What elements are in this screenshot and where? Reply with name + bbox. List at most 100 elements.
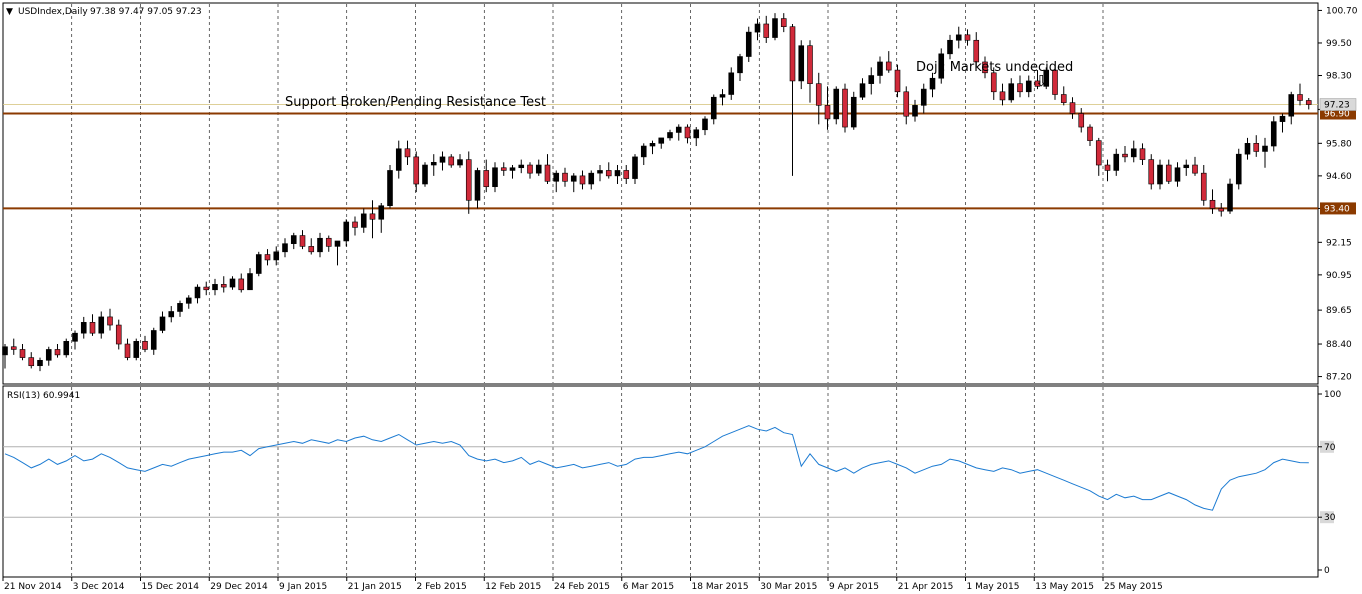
date-tick-label: 3 Dec 2014 — [73, 582, 125, 592]
candle-body — [1139, 148, 1146, 160]
support-resistance-levels — [3, 104, 1318, 210]
candle-body — [1244, 143, 1251, 155]
date-tick-label: 6 Mar 2015 — [623, 582, 674, 592]
candle-body — [649, 143, 656, 147]
candle-body — [1060, 94, 1067, 103]
date-tick-label: 29 Dec 2014 — [210, 582, 268, 592]
price-tick-label: 99.50 — [1326, 39, 1352, 49]
candle-body — [973, 39, 980, 63]
candle-body — [877, 61, 883, 76]
candle-body — [509, 167, 516, 171]
candle-body — [98, 316, 105, 334]
candle-body — [1087, 126, 1093, 141]
candle-body — [1017, 83, 1023, 93]
candle-body — [150, 330, 157, 350]
candle-body — [238, 278, 245, 291]
candle-body — [45, 349, 52, 361]
candle-body — [1253, 143, 1260, 152]
annotation-doji: Doji: Markets undecided — [916, 60, 1073, 75]
candle-body — [982, 61, 988, 74]
candle-body — [142, 341, 148, 350]
rsi-panel-frame — [2, 385, 1319, 578]
candle-body — [229, 278, 236, 288]
candle-body — [518, 164, 525, 169]
price-tick-label: 89.65 — [1326, 306, 1352, 316]
candle-body — [80, 322, 87, 334]
candle-body — [1218, 208, 1225, 212]
candle-body — [500, 167, 507, 171]
candle-body — [177, 303, 183, 312]
candle-body — [299, 235, 306, 247]
candle-body — [203, 286, 210, 291]
candle-body — [990, 72, 997, 93]
menu-triangle-icon[interactable]: ▼ — [6, 7, 13, 17]
candle-body — [439, 156, 446, 163]
candle-body — [430, 162, 437, 166]
candle-body — [212, 284, 218, 291]
candle-body — [1122, 153, 1128, 158]
candle-body — [19, 349, 26, 358]
rsi-date-gridlines — [71, 387, 1104, 576]
current-price-label: 97.23 — [1324, 101, 1350, 111]
candle-body — [1034, 80, 1041, 87]
candle-body — [684, 126, 691, 139]
candle-body — [413, 156, 420, 185]
candle-body — [115, 324, 122, 345]
candle-body — [597, 170, 603, 174]
level-price-label: 96.90 — [1324, 109, 1350, 119]
candle-body — [763, 23, 770, 38]
candle-body — [465, 159, 472, 201]
candle-body — [37, 360, 43, 367]
rsi-levels — [3, 446, 1318, 518]
candle-body — [404, 148, 411, 158]
date-tick-label: 18 Mar 2015 — [692, 582, 749, 592]
candle-body — [1052, 69, 1058, 95]
candle-body — [185, 297, 192, 304]
candle-body — [1227, 183, 1233, 212]
candle-body — [833, 88, 840, 120]
candle-body — [640, 145, 647, 158]
candle-body — [614, 170, 621, 177]
candle-body — [378, 205, 385, 220]
candle-body — [737, 56, 743, 74]
price-tick-label: 92.15 — [1326, 238, 1352, 248]
date-tick-label: 9 Apr 2015 — [829, 582, 879, 592]
candle-body — [1288, 94, 1295, 117]
candle-body — [693, 129, 700, 139]
date-axis: 21 Nov 2014 3 Dec 2014 15 Dec 2014 29 Dec 2… — [2, 577, 1163, 592]
candlestick-series — [2, 13, 1312, 372]
date-tick-label: 9 Jan 2015 — [279, 582, 327, 592]
candle-body — [570, 175, 577, 182]
rsi-tick-label: 70 — [1324, 443, 1336, 453]
candle-body — [194, 286, 201, 299]
candle-body — [308, 246, 315, 253]
candle-body — [1174, 167, 1181, 182]
candle-body — [325, 237, 332, 247]
candle-body — [133, 341, 140, 358]
candle-body — [675, 126, 682, 133]
candle-body — [107, 316, 113, 326]
price-panel: Support Broken/Pending Resistance Test D… — [2, 2, 1319, 385]
candle-body — [964, 34, 971, 41]
rsi-tick-label: 0 — [1324, 566, 1330, 576]
candle-body — [527, 164, 533, 174]
date-tick-label: 21 Nov 2014 — [4, 582, 62, 592]
candle-body — [124, 343, 131, 358]
candle-body — [89, 322, 96, 334]
candle-body — [947, 39, 953, 55]
date-tick-label: 24 Feb 2015 — [554, 582, 610, 592]
candle-body — [1078, 113, 1085, 128]
candle-body — [1165, 164, 1172, 182]
price-tick-label: 94.60 — [1326, 172, 1352, 182]
candle-body — [702, 118, 708, 131]
candle-body — [728, 72, 735, 95]
candle-body — [903, 91, 910, 117]
price-panel-frame — [2, 2, 1319, 385]
price-tick-label: 88.40 — [1326, 340, 1352, 350]
candle-body — [710, 96, 717, 120]
rsi-line — [4, 425, 1309, 511]
candle-body — [535, 164, 542, 174]
candle-body — [719, 94, 726, 98]
candle-body — [1200, 172, 1207, 201]
candle-body — [2, 346, 8, 356]
